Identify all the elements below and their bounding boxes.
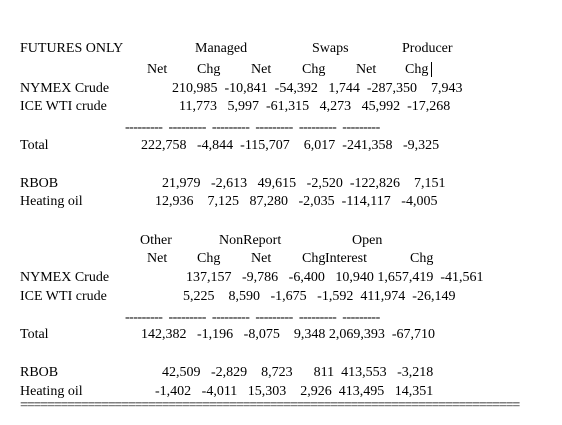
net-header: Net — [356, 62, 377, 77]
row-values: -1,402 -4,011 15,303 2,926 413,495 14,35… — [155, 384, 434, 399]
chg-header: Chg — [197, 62, 221, 77]
net-header: Net — [147, 62, 168, 77]
row-label: Heating oil — [20, 384, 83, 399]
separator-dashes: --------- --------- --------- --------- … — [125, 120, 380, 135]
row-values: 42,509 -2,829 8,723 811 413,553 -3,218 — [162, 365, 434, 380]
net-header: Net — [147, 251, 168, 266]
chg-header: Chg — [302, 251, 326, 266]
separator-dashes: --------- --------- --------- --------- … — [125, 310, 380, 325]
chg-header: Chg — [405, 62, 429, 77]
other-header: Other — [140, 233, 172, 248]
row-label: NYMEX Crude — [20, 270, 110, 285]
row-values: 137,157 -9,786 -6,400 10,940 1,657,419 -… — [186, 270, 484, 285]
chg-header: Chg — [410, 251, 434, 266]
interest-header: Interest — [325, 251, 367, 266]
row-values: 142,382 -1,196 -8,075 9,348 2,069,393 -6… — [141, 327, 435, 342]
footer-rule: ========================================… — [20, 398, 520, 413]
chg-header: Chg — [302, 62, 326, 77]
row-values: 11,773 5,997 -61,315 4,273 45,992 -17,26… — [179, 99, 451, 114]
row-values: 12,936 7,125 87,280 -2,035 -114,117 -4,0… — [155, 194, 438, 209]
row-label: Total — [20, 327, 49, 342]
text-cursor — [431, 62, 432, 77]
row-values: 222,758 -4,844 -115,707 6,017 -241,358 -… — [141, 138, 440, 153]
row-label: Total — [20, 138, 49, 153]
row-label: RBOB — [20, 176, 59, 191]
row-values: 21,979 -2,613 49,615 -2,520 -122,826 7,1… — [162, 176, 446, 191]
swaps-header: Swaps — [312, 41, 349, 56]
futures-only-title: FUTURES ONLY — [20, 41, 124, 56]
net-header: Net — [251, 251, 272, 266]
row-label: NYMEX Crude — [20, 81, 110, 96]
row-label: RBOB — [20, 365, 59, 380]
chg-header: Chg — [197, 251, 221, 266]
row-values: 5,225 8,590 -1,675 -1,592 411,974 -26,14… — [183, 289, 456, 304]
row-label: ICE WTI crude — [20, 289, 107, 304]
row-label: Heating oil — [20, 194, 83, 209]
nonreport-header: NonReport — [219, 233, 282, 248]
net-header: Net — [251, 62, 272, 77]
open-header: Open — [352, 233, 383, 248]
managed-header: Managed — [195, 41, 248, 56]
row-label: ICE WTI crude — [20, 99, 107, 114]
row-values: 210,985 -10,841 -54,392 1,744 -287,350 7… — [172, 81, 463, 96]
producer-header: Producer — [402, 41, 453, 56]
